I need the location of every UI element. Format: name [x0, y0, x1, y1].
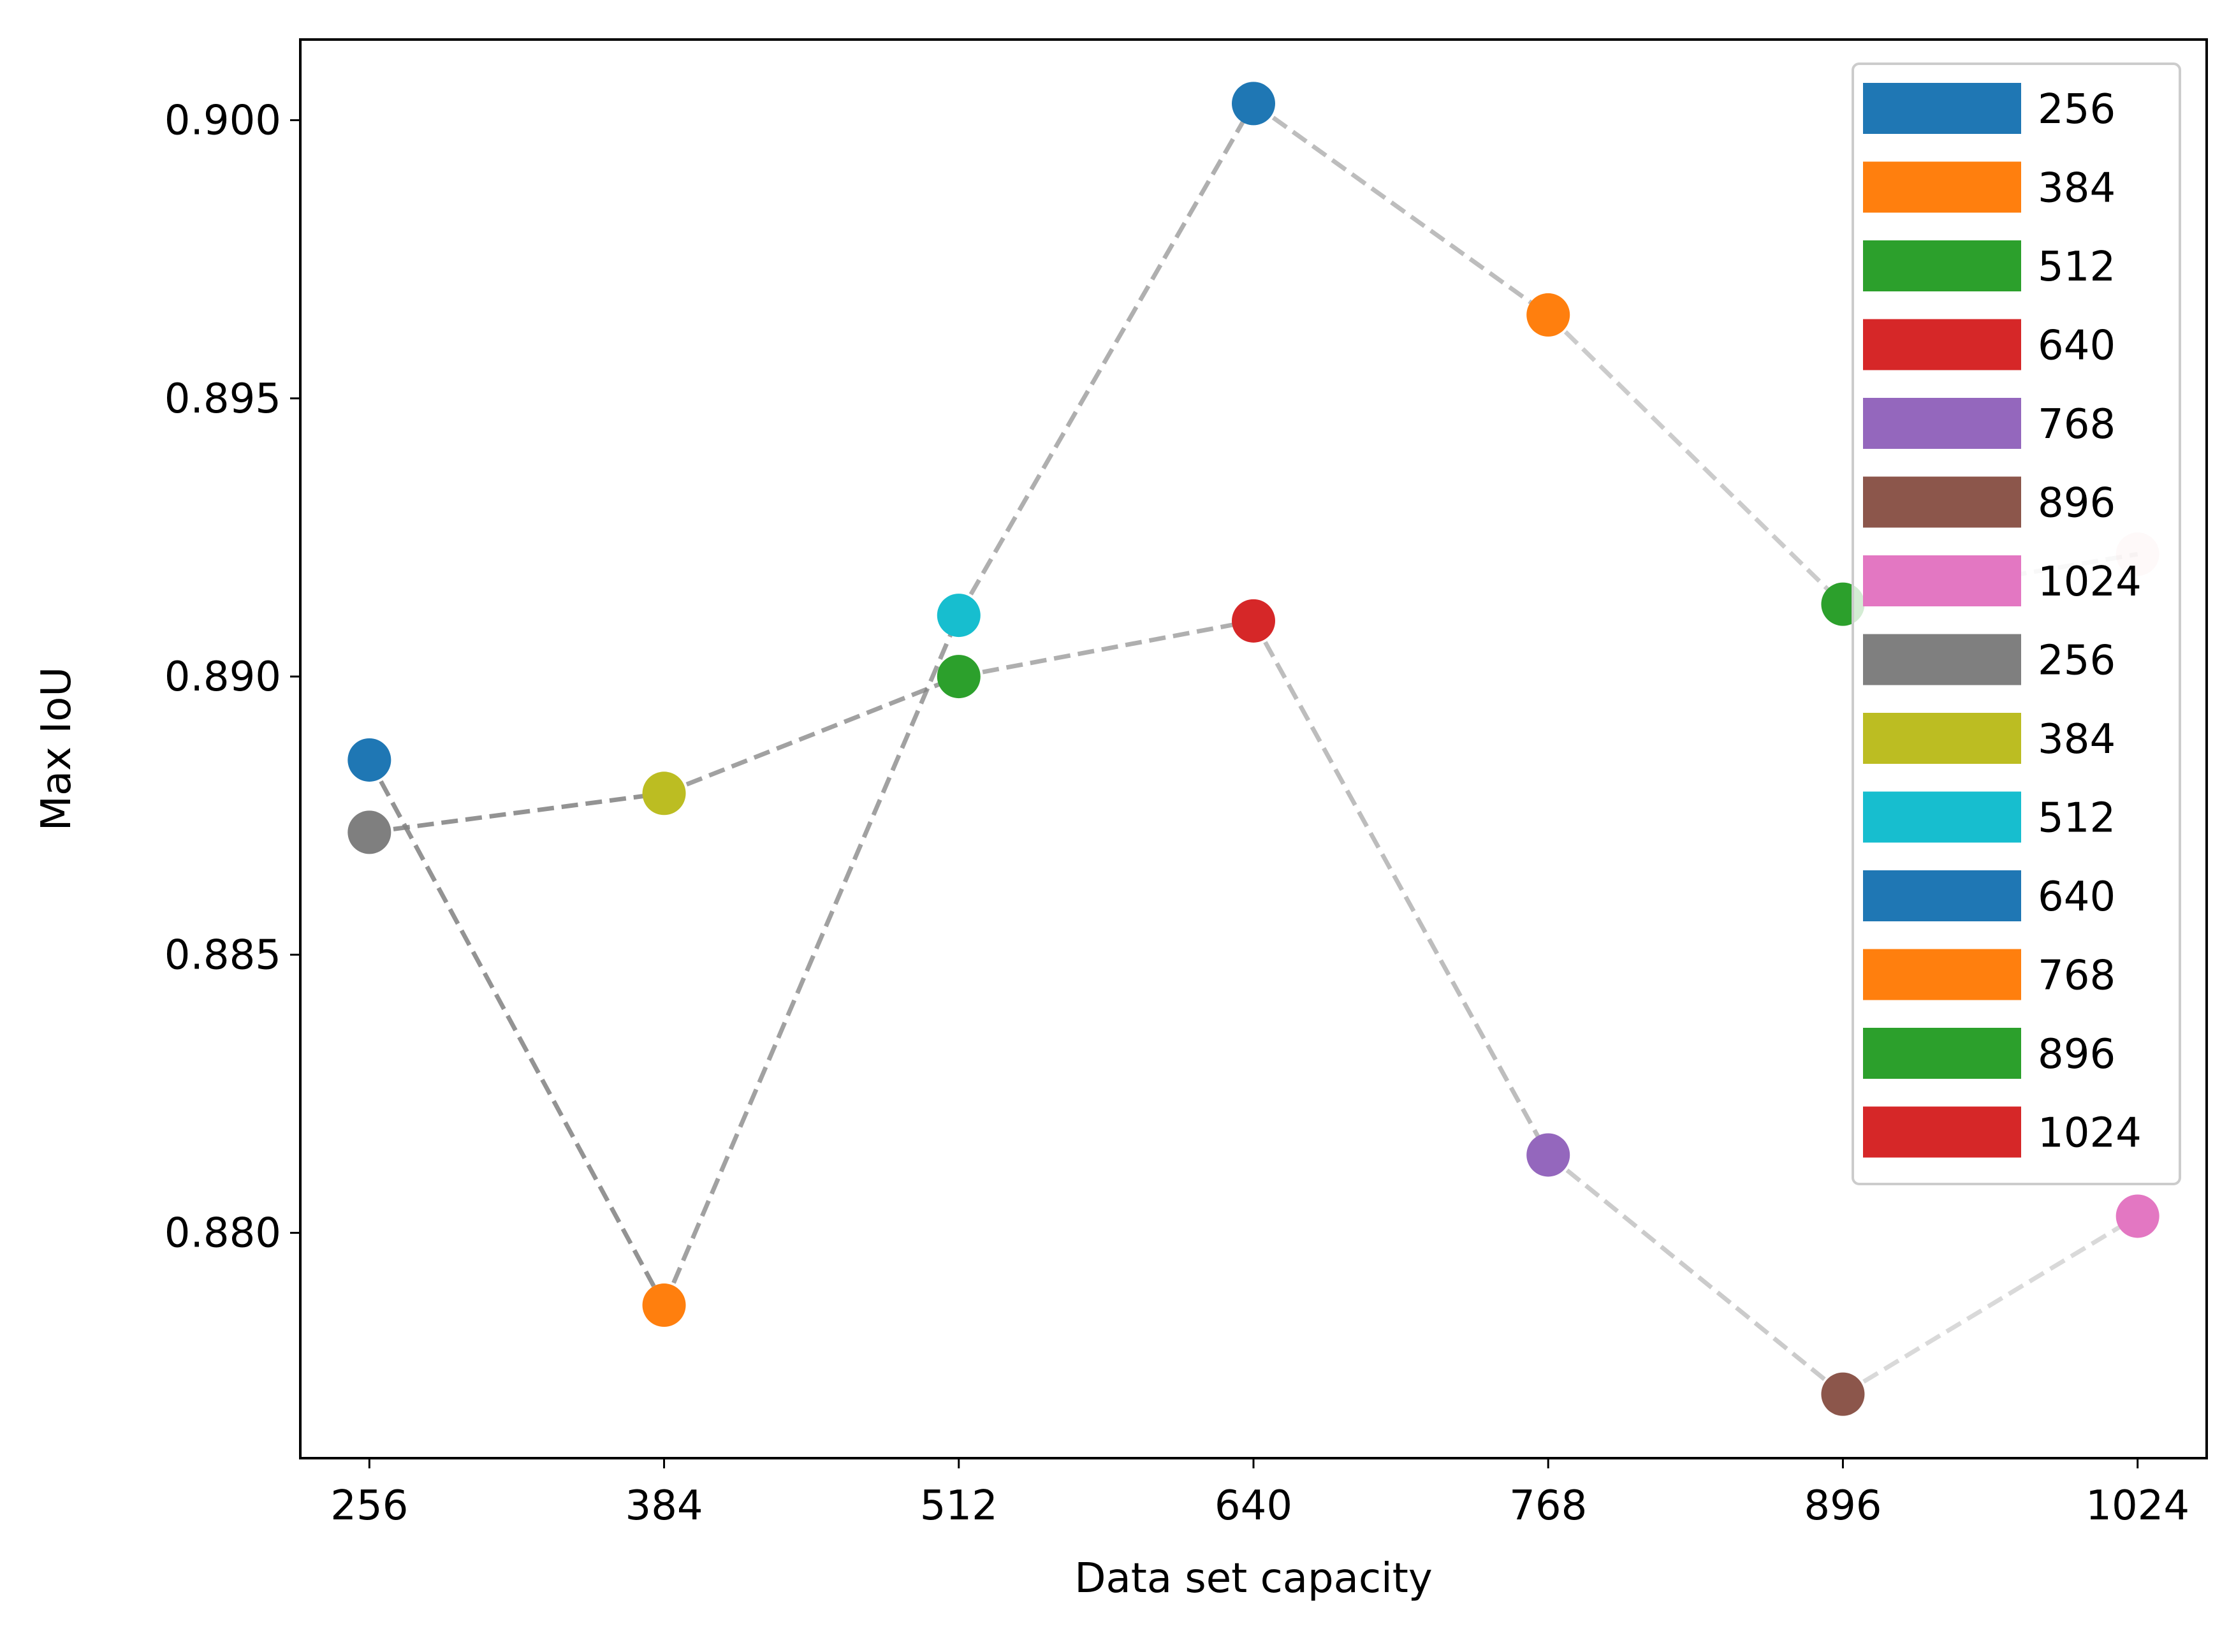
legend: 256 384 512 640 768 896 1024 256 384 512 640 768 896…	[1852, 62, 2181, 1185]
series-2-segment	[367, 759, 666, 1306]
legend-swatch	[1863, 83, 2021, 134]
y-tick-label: 0.885	[164, 932, 281, 979]
legend-label: 256	[2038, 638, 2115, 685]
series-1-point	[1232, 599, 1275, 643]
series-2-segment	[1546, 313, 1845, 606]
series-2-segment	[662, 614, 961, 1306]
legend-swatch	[1863, 240, 2021, 291]
legend-box	[1852, 62, 2181, 1185]
legend-swatch	[1863, 161, 2021, 213]
series-2-segment	[1252, 101, 1550, 317]
series-2-point	[642, 1283, 686, 1327]
x-tick-label: 384	[625, 1482, 703, 1530]
series-1-segment	[1251, 620, 1551, 1157]
legend-label: 512	[2038, 795, 2115, 842]
legend-label: 768	[2038, 953, 2115, 1000]
y-axis-ticks: 0.880 0.885 0.890 0.895 0.900	[164, 98, 300, 1257]
y-axis-label: Max IoU	[33, 667, 80, 831]
x-tick-label: 768	[1509, 1482, 1587, 1530]
legend-swatch	[1863, 476, 2021, 528]
legend-swatch	[1863, 1028, 2021, 1079]
series-2-segment	[956, 102, 1256, 617]
series-1-segment	[369, 791, 665, 835]
legend-swatch	[1863, 713, 2021, 764]
legend-swatch	[1863, 398, 2021, 449]
series-1-segment	[663, 674, 960, 796]
series-1-point	[937, 655, 981, 699]
legend-swatch	[1863, 555, 2021, 606]
legend-label: 640	[2038, 874, 2115, 921]
series-1-segment	[1841, 1214, 2139, 1396]
legend-swatch	[1863, 791, 2021, 843]
legend-swatch	[1863, 319, 2021, 370]
legend-label: 384	[2038, 165, 2115, 212]
legend-swatch	[1863, 1106, 2021, 1158]
legend-label: 1024	[2038, 559, 2142, 606]
legend-label: 640	[2038, 323, 2115, 370]
x-tick-label: 1024	[2086, 1482, 2189, 1530]
series-1-segment	[958, 618, 1254, 679]
legend-swatch	[1863, 949, 2021, 1000]
series-2-point	[1526, 293, 1570, 337]
legend-label: 256	[2038, 86, 2115, 133]
legend-label: 1024	[2038, 1110, 2142, 1157]
series-2-point	[347, 738, 391, 782]
x-axis-label: Data set capacity	[1074, 1555, 1433, 1602]
legend-label: 896	[2038, 480, 2115, 527]
x-tick-label: 512	[920, 1482, 998, 1530]
y-tick-label: 0.880	[164, 1210, 281, 1257]
x-tick-label: 640	[1215, 1482, 1292, 1530]
legend-label: 512	[2038, 244, 2115, 291]
series-2-point	[937, 594, 981, 638]
x-tick-label: 896	[1804, 1482, 1882, 1530]
series-1-point	[1526, 1133, 1570, 1177]
x-tick-label: 256	[330, 1482, 408, 1530]
legend-label: 768	[2038, 401, 2115, 448]
series-1-segment	[1547, 1153, 1845, 1396]
y-tick-label: 0.895	[164, 376, 281, 423]
x-axis-ticks: 256 384 512 640 768 896 1024	[330, 1458, 2189, 1530]
series-1-point	[2115, 1194, 2159, 1238]
y-tick-label: 0.900	[164, 98, 281, 145]
series-2-point	[1232, 82, 1275, 126]
legend-label: 896	[2038, 1031, 2115, 1078]
series-1-point	[1821, 1372, 1865, 1416]
legend-swatch	[1863, 634, 2021, 685]
series-1-point	[347, 810, 391, 854]
y-tick-label: 0.890	[164, 654, 281, 701]
legend-label: 384	[2038, 716, 2115, 763]
series-1-point	[642, 771, 686, 815]
legend-swatch	[1863, 870, 2021, 921]
